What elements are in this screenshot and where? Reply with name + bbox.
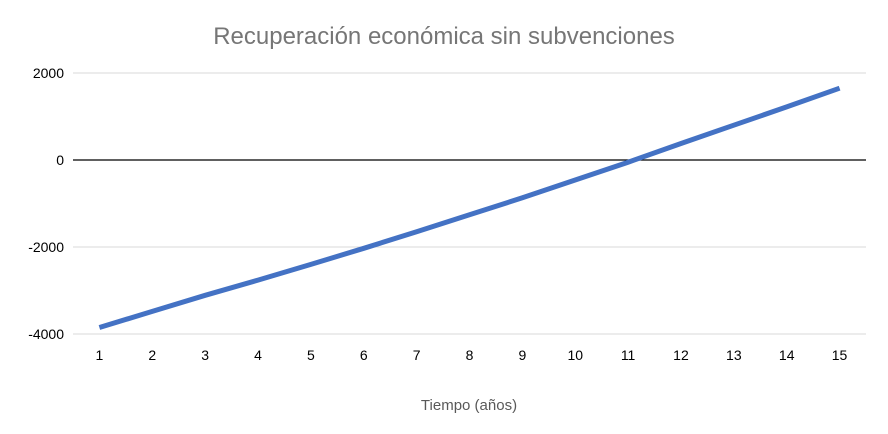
x-tick-label: 3 — [201, 347, 209, 363]
y-tick-label: -2000 — [28, 239, 64, 255]
series-line — [98, 85, 841, 330]
x-tick-label: 1 — [96, 347, 104, 363]
x-tick-label: 10 — [567, 347, 583, 363]
x-tick-label: 5 — [307, 347, 315, 363]
x-tick-label: 15 — [832, 347, 848, 363]
gridlines — [73, 72, 866, 335]
x-tick-label: 6 — [360, 347, 368, 363]
y-tick-label: 0 — [56, 152, 64, 168]
x-tick-label: 12 — [673, 347, 689, 363]
x-tick-label: 4 — [254, 347, 262, 363]
series-layer — [98, 85, 841, 330]
chart-title: Recuperación económica sin subvenciones — [213, 23, 675, 50]
x-axis-title: Tiempo (años) — [421, 397, 517, 414]
x-axis-ticks: 1 2 3 4 5 6 7 8 9 10 11 12 13 14 15 — [96, 347, 848, 363]
x-tick-label: 9 — [518, 347, 526, 363]
x-tick-label: 2 — [148, 347, 156, 363]
y-axis-ticks: 2000 0 -2000 -4000 — [28, 65, 64, 342]
x-tick-label: 13 — [726, 347, 742, 363]
x-tick-label: 8 — [466, 347, 474, 363]
x-tick-label: 11 — [621, 347, 636, 363]
x-tick-label: 14 — [779, 347, 795, 363]
y-tick-label: 2000 — [33, 65, 64, 81]
y-tick-label: -4000 — [28, 326, 64, 342]
x-tick-label: 7 — [413, 347, 421, 363]
